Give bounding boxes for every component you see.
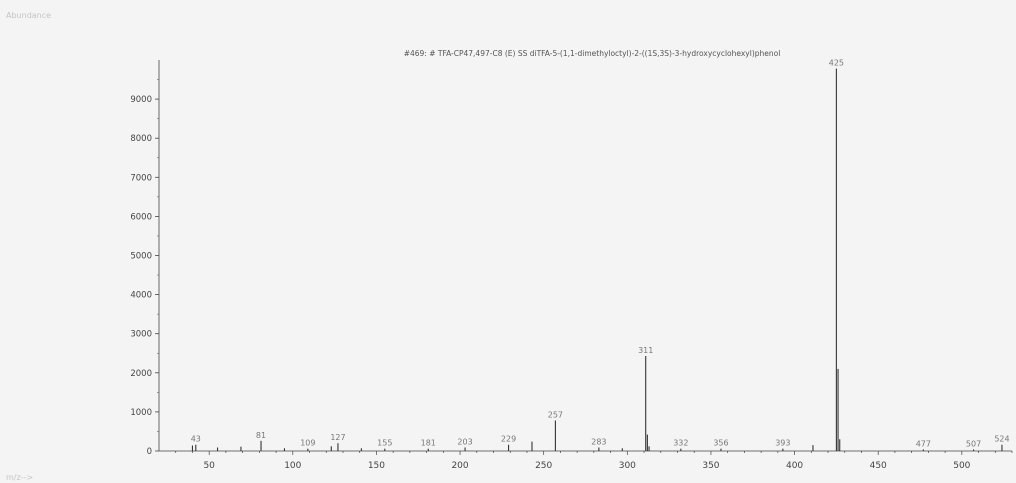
axes: 0 1000 2000 3000 4000 5000 6000 7000 8000 9000 50 1… — [130, 60, 1013, 471]
y-tick-label: 9000 — [130, 95, 152, 105]
peak-label-356: 356 — [713, 439, 728, 448]
peak-label-109: 109 — [300, 439, 315, 448]
x-axis-label: m/z--> — [6, 473, 34, 482]
y-tick-label: 5000 — [130, 252, 152, 262]
peak-label-393: 393 — [775, 439, 790, 448]
x-tick-label: 250 — [535, 461, 552, 471]
x-tick-label: 200 — [451, 461, 468, 471]
peaks — [191, 68, 1003, 451]
x-tick-label: 300 — [619, 461, 636, 471]
peak-label-507: 507 — [966, 439, 981, 448]
x-tick-label: 400 — [786, 461, 803, 471]
x-tick-label: 450 — [870, 461, 887, 471]
x-tick-label: 150 — [368, 461, 385, 471]
peak-label-229: 229 — [501, 435, 516, 444]
y-tick-label: 1000 — [130, 408, 152, 418]
peak-label-257: 257 — [548, 411, 563, 420]
y-tick-label: 8000 — [130, 134, 152, 144]
peak-label-42: 43 — [191, 435, 201, 444]
peak-label-425: 425 — [829, 59, 844, 68]
peak-label-477: 477 — [916, 439, 931, 448]
y-axis-label: Abundance — [6, 11, 52, 20]
y-tick-label: 2000 — [130, 369, 152, 379]
chart-title: #469: # TFA-CP47,497-C8 (E) SS diTFA-5-(… — [404, 49, 781, 58]
peak-label-181: 181 — [421, 439, 436, 448]
peak-labels: 43 81 109 127 155 181 203 229 257 283 311 332 356 393… — [191, 59, 1010, 449]
y-tick-label: 6000 — [130, 212, 152, 222]
y-tick-label: 4000 — [130, 291, 152, 301]
y-tick-label: 7000 — [130, 173, 152, 183]
peak-label-283: 283 — [591, 437, 606, 446]
peak-label-155: 155 — [377, 439, 392, 448]
peak-label-81: 81 — [256, 431, 266, 440]
y-tick-label: 0 — [147, 447, 152, 457]
peak-label-524: 524 — [994, 435, 1009, 444]
peak-label-332: 332 — [673, 439, 688, 448]
x-tick-label: 100 — [284, 461, 301, 471]
peak-label-311: 311 — [638, 346, 653, 355]
x-tick-label: 500 — [953, 461, 970, 471]
y-tick-label: 3000 — [130, 330, 152, 340]
x-tick-label: 50 — [203, 461, 215, 471]
peak-label-203: 203 — [457, 437, 472, 446]
peak-label-127: 127 — [330, 433, 345, 442]
x-tick-label: 350 — [702, 461, 719, 471]
